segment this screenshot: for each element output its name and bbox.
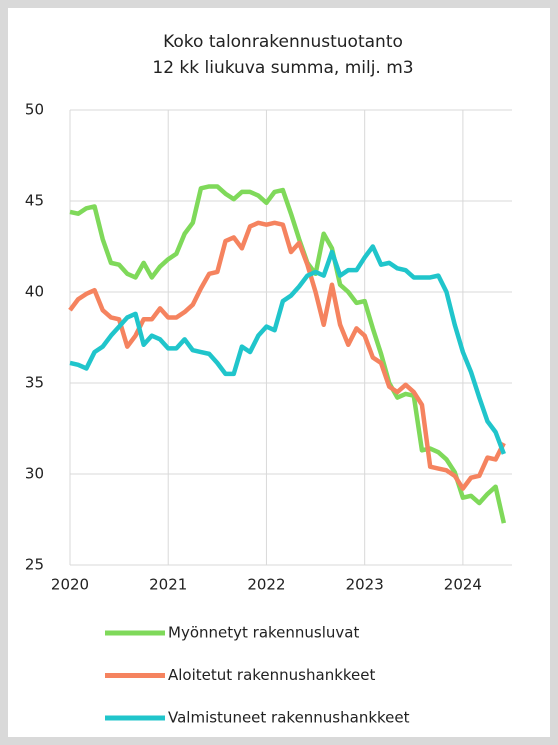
y-tick-label: 35 bbox=[25, 374, 44, 392]
chart-subtitle: 12 kk liukuva summa, milj. m3 bbox=[152, 58, 413, 78]
data-line bbox=[68, 220, 506, 491]
y-tick-label: 45 bbox=[25, 192, 44, 210]
x-tick-label: 2021 bbox=[149, 576, 187, 594]
data-line bbox=[69, 184, 507, 524]
legend-label: Aloitetut rakennushankkeet bbox=[168, 666, 375, 684]
x-tick-label: 2022 bbox=[247, 576, 285, 594]
legend-label: Myönnetyt rakennusluvat bbox=[168, 624, 359, 642]
x-tick-label: 2020 bbox=[51, 576, 89, 594]
y-tick-label: 30 bbox=[25, 465, 44, 483]
legend-label: Valmistuneet rakennushankkeet bbox=[168, 709, 410, 727]
panel bbox=[8, 8, 550, 737]
x-tick-label: 2024 bbox=[444, 576, 482, 594]
y-tick-label: 25 bbox=[25, 556, 44, 574]
chart-title: Koko talonrakennustuotanto bbox=[163, 32, 403, 52]
y-tick-label: 40 bbox=[25, 283, 44, 301]
data-line bbox=[69, 244, 506, 455]
y-tick-label: 50 bbox=[25, 101, 44, 119]
x-tick-label: 2023 bbox=[346, 576, 384, 594]
